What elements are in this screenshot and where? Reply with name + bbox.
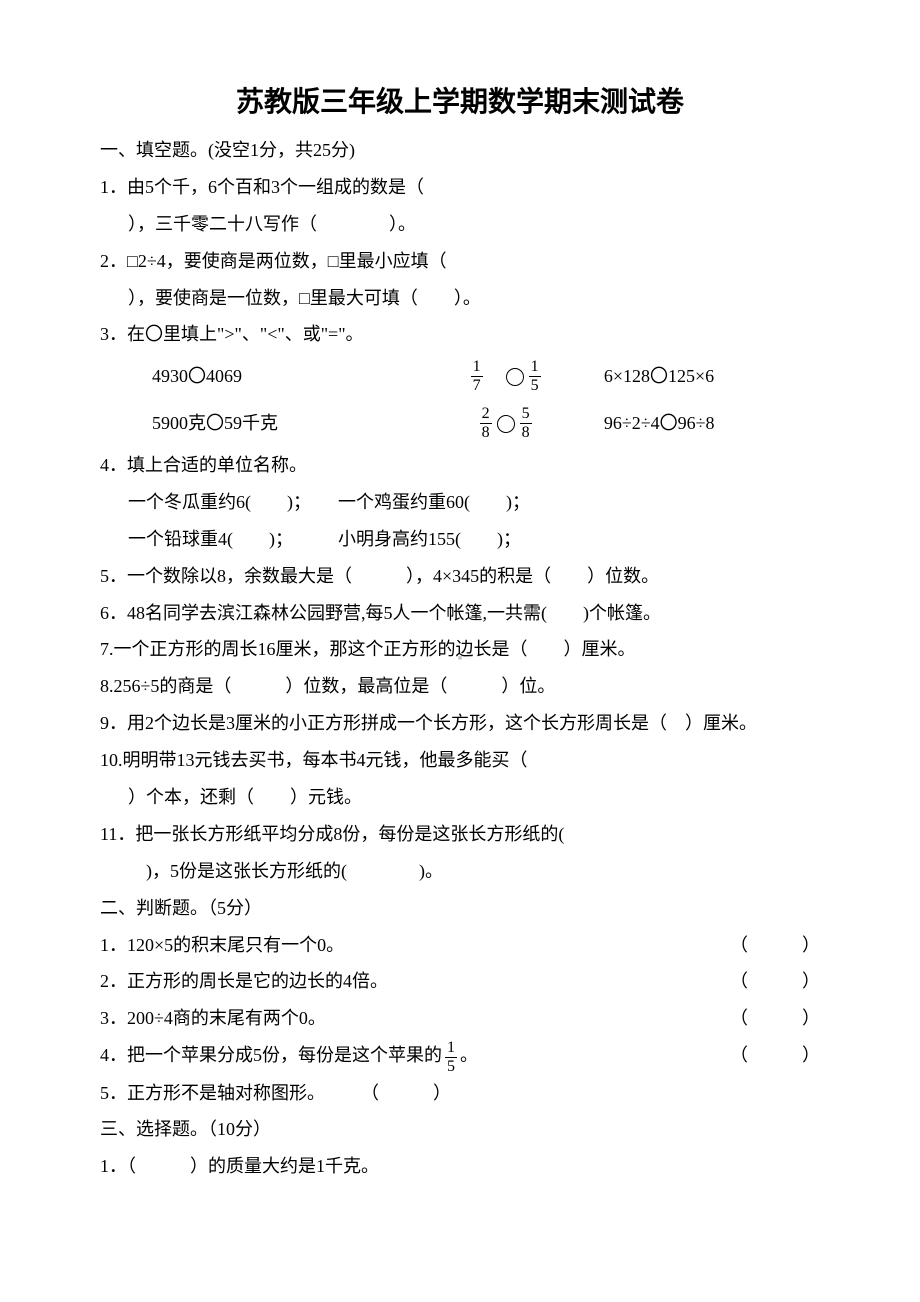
q1-line-a: 1．由5个千，6个百和3个一组成的数是（ [100, 169, 820, 206]
q4-line-b: 一个铅球重4( )； 小明身高约155( )； [100, 521, 820, 558]
q8: 8.256÷5的商是（ ）位数，最高位是（ ）位。 [100, 668, 820, 705]
judge-1: 1．120×5的积末尾只有一个0。 （ ） [100, 927, 820, 964]
judge-2-paren: （ ） [730, 963, 820, 1000]
center-mark-icon: ■ [458, 654, 462, 662]
q6: 6．48名同学去滨江森林公园野营,每5人一个帐篷,一共需( )个帐篷。 [100, 595, 820, 632]
judge-2: 2．正方形的周长是它的边长的4倍。 （ ） [100, 963, 820, 1000]
section-1-header: 一、填空题。(没空1分，共25分) [100, 132, 820, 169]
q3-row-2: 5900克〇59千克 2 8 5 8 96÷2÷4〇96÷8 [100, 400, 820, 447]
spacer [486, 353, 504, 400]
page: 苏教版三年级上学期数学期末测试卷 一、填空题。(没空1分，共25分) 1．由5个… [0, 0, 920, 1302]
judge-3-paren: （ ） [730, 1000, 820, 1037]
judge-3: 3．200÷4商的末尾有两个0。 （ ） [100, 1000, 820, 1037]
judge-4-text: 4．把一个苹果分成5份，每份是这个苹果的 1 5 。 [100, 1037, 478, 1074]
q2-line-a: 2．□2÷4，要使商是两位数，□里最小应填（ [100, 243, 820, 280]
judge-5: 5．正方形不是轴对称图形。 （ ） [100, 1075, 820, 1112]
frac-num: 5 [520, 406, 532, 423]
q11-b: )，5份是这张长方形纸的( )。 [100, 853, 820, 890]
frac-den: 8 [520, 423, 532, 441]
judge-4-post: 。 [460, 1045, 478, 1065]
q3-r2-b: 2 8 5 8 [407, 406, 603, 441]
frac-den: 5 [529, 376, 541, 394]
judge-3-text: 3．200÷4商的末尾有两个0。 [100, 1000, 326, 1037]
frac-num: 2 [480, 406, 492, 423]
frac-num: 1 [445, 1040, 457, 1057]
doc-title: 苏教版三年级上学期数学期末测试卷 [100, 80, 820, 120]
judge-4-pre: 4．把一个苹果分成5份，每份是这个苹果的 [100, 1045, 442, 1065]
q1-line-b: ），三千零二十八写作（ ）。 [100, 206, 820, 243]
judge-4-paren: （ ） [730, 1037, 820, 1074]
q7: 7.一个正方形的周长16厘米，那这个正方形的边长是（ ）厘米。 [100, 631, 820, 668]
q9: 9．用2个边长是3厘米的小正方形拼成一个长方形，这个长方形周长是（ ）厘米。 [100, 705, 820, 742]
fraction-1-7: 1 7 [471, 359, 483, 394]
q3-r1-a: 4930〇4069 [152, 353, 407, 400]
judge-1-paren: （ ） [730, 927, 820, 964]
q11-a: 11．把一张长方形纸平均分成8份，每份是这张长方形纸的( [100, 816, 820, 853]
circle-icon [506, 368, 524, 386]
q2-line-b: ），要使商是一位数，□里最大可填（ ）。 [100, 280, 820, 317]
frac-den: 7 [471, 376, 483, 394]
q10-b: ）个本，还剩（ ）元钱。 [100, 779, 820, 816]
fraction-5-8: 5 8 [520, 406, 532, 441]
fraction-1-5b: 1 5 [445, 1040, 457, 1075]
frac-den: 8 [480, 423, 492, 441]
frac-num: 1 [471, 359, 483, 376]
circle-icon [497, 415, 515, 433]
q4-line-a: 一个冬瓜重约6( )； 一个鸡蛋约重60( )； [100, 484, 820, 521]
q10-a: 10.明明带13元钱去买书，每本书4元钱，他最多能买（ [100, 742, 820, 779]
section-2-header: 二、判断题。（5分） [100, 890, 820, 927]
q3-header: 3．在〇里填上">"、"<"、或"="。 [100, 316, 820, 353]
q5: 5．一个数除以8，余数最大是（ ），4×345的积是（ ）位数。 [100, 558, 820, 595]
fraction-2-8: 2 8 [480, 406, 492, 441]
q3-r2-c: 96÷2÷4〇96÷8 [604, 400, 820, 447]
s3-q1: 1．（ ）的质量大约是1千克。 [100, 1148, 820, 1185]
q3-r1-c: 6×128〇125×6 [604, 353, 820, 400]
frac-den: 5 [445, 1057, 457, 1075]
judge-4: 4．把一个苹果分成5份，每份是这个苹果的 1 5 。 （ ） [100, 1037, 820, 1074]
section-3-header: 三、选择题。（10分） [100, 1111, 820, 1148]
q3-r2-a: 5900克〇59千克 [152, 400, 407, 447]
q3-row-1: 4930〇4069 1 7 1 5 6×128〇125×6 [100, 353, 820, 400]
judge-2-text: 2．正方形的周长是它的边长的4倍。 [100, 963, 388, 1000]
q3-r1-b: 1 7 1 5 [407, 353, 603, 400]
q4-header: 4．填上合适的单位名称。 [100, 447, 820, 484]
frac-num: 1 [529, 359, 541, 376]
judge-1-text: 1．120×5的积末尾只有一个0。 [100, 927, 344, 964]
fraction-1-5: 1 5 [529, 359, 541, 394]
